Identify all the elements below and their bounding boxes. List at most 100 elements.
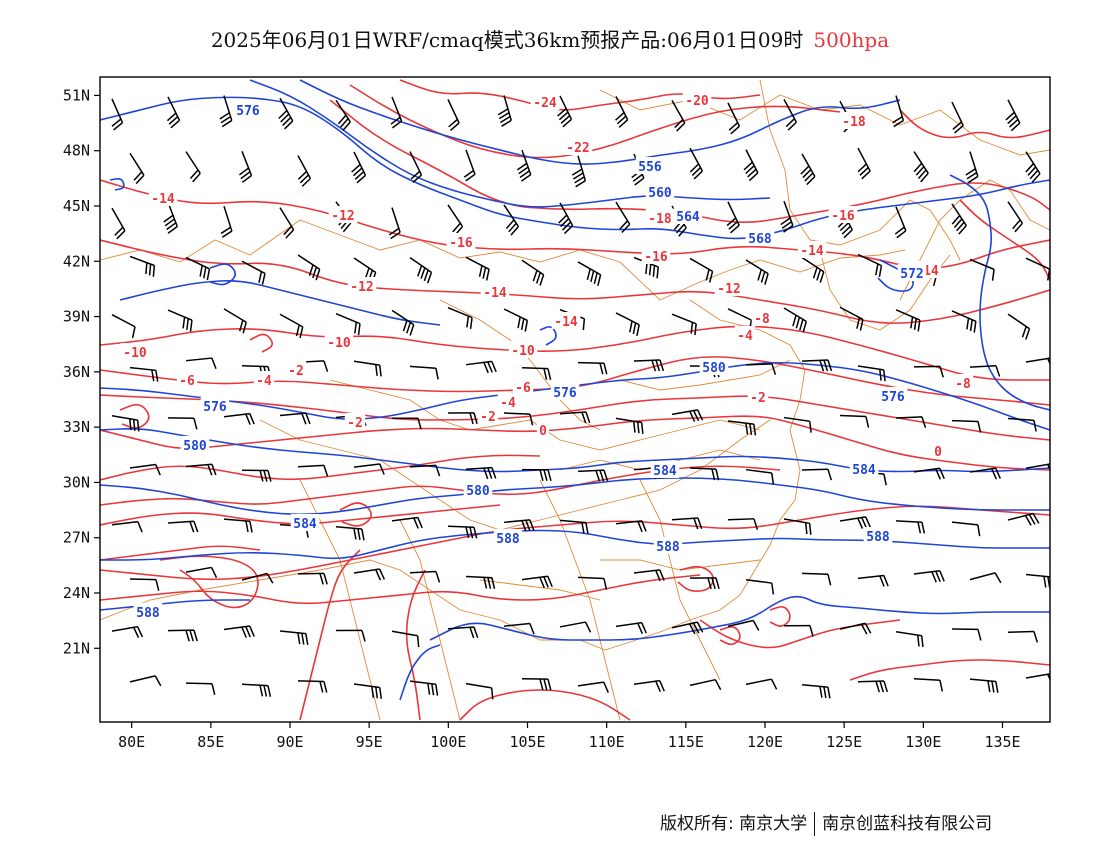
- lon-tick-label: 105E: [509, 733, 545, 751]
- wind-barb: [241, 572, 274, 584]
- lon-tick-label: 130E: [905, 733, 941, 751]
- boundary-line: [100, 219, 906, 301]
- wind-barb: [857, 253, 883, 277]
- wind-barb: [800, 153, 816, 186]
- temperature-label: -6: [515, 381, 531, 396]
- temperature-label-bg: [682, 91, 712, 108]
- temperature-label: 0: [539, 424, 547, 439]
- temperature-label-bg: [931, 442, 945, 459]
- geopotential-label: 580: [702, 361, 726, 376]
- wind-barb: [857, 680, 889, 693]
- temperature-label-bg: [747, 388, 769, 405]
- wind-barb: [857, 574, 889, 587]
- wind-barb: [913, 365, 944, 378]
- wind-barb: [111, 98, 124, 131]
- wind-barb: [745, 363, 777, 375]
- geopotential-label-bg: [745, 229, 775, 246]
- wind-barb: [745, 579, 775, 595]
- geopotential-label-bg: [653, 537, 683, 554]
- pressure-level: 500hpa: [813, 28, 890, 52]
- lat-tick-label: 24N: [63, 584, 90, 602]
- isotherm: [100, 325, 1050, 381]
- wind-barb: [633, 679, 665, 692]
- wind-barb: [615, 312, 640, 336]
- wind-barb: [297, 572, 328, 585]
- wind-barb: [111, 625, 144, 638]
- lat-tick-label: 36N: [63, 363, 90, 381]
- geopotential-contour: [209, 263, 236, 286]
- wind-barb: [839, 306, 864, 331]
- wind-barb: [521, 575, 553, 589]
- wind-barb: [1025, 151, 1041, 183]
- wind-barb: [689, 577, 720, 590]
- wind-barb: [447, 412, 478, 425]
- wind-barb: [241, 469, 272, 482]
- wind-barb: [353, 360, 382, 377]
- isotherm: [769, 606, 791, 627]
- wind-barb: [557, 95, 573, 128]
- geopotential-label-bg: [650, 461, 680, 478]
- wind-barb: [129, 675, 162, 687]
- wind-barb: [409, 257, 433, 284]
- lon-tick-label: 90E: [276, 733, 303, 751]
- geopotential-label: 588: [866, 530, 890, 545]
- geopotential-label-bg: [233, 101, 263, 118]
- wind-barb: [671, 409, 704, 422]
- temperature-label: -10: [327, 336, 351, 351]
- lon-tick-label: 135E: [984, 733, 1020, 751]
- wind-barb: [185, 566, 218, 579]
- isotherm: [249, 333, 273, 353]
- wind-barb: [913, 569, 945, 583]
- lon-tick-label: 120E: [747, 733, 783, 751]
- temperature-label: -14: [554, 315, 578, 330]
- wind-barb: [801, 468, 833, 481]
- isotherm: [677, 565, 714, 592]
- temperature-label-bg: [253, 371, 275, 388]
- isotherm: [100, 454, 541, 481]
- isotherm: [119, 403, 150, 429]
- wind-barb: [521, 678, 552, 691]
- wind-barb: [615, 621, 647, 634]
- geopotential-contour: [109, 178, 125, 191]
- wind-barb: [521, 366, 552, 380]
- wind-barb: [857, 365, 886, 382]
- wind-barb: [238, 151, 253, 183]
- geopotential-label-bg: [550, 383, 580, 400]
- temperature-label-bg: [176, 371, 198, 388]
- temperature-label: -18: [648, 212, 672, 227]
- geopotential-label-bg: [290, 514, 320, 531]
- wind-barb: [463, 149, 476, 182]
- wind-barb: [185, 463, 217, 476]
- temperature-label: -8: [754, 312, 770, 327]
- isotherm: [405, 569, 426, 721]
- temperature-label: -16: [831, 209, 855, 224]
- wind-barb: [839, 414, 870, 428]
- wind-barb: [801, 256, 825, 283]
- geopotential-label-bg: [849, 460, 879, 477]
- wind-barb: [497, 95, 512, 127]
- wind-barb: [185, 256, 211, 281]
- wind-barb: [465, 682, 494, 700]
- geopotential-label-bg: [463, 481, 493, 498]
- wind-barb: [633, 359, 665, 372]
- lon-tick-label: 115E: [668, 733, 704, 751]
- temperature-label-bg: [120, 343, 150, 360]
- temperature-label: -18: [842, 115, 866, 130]
- wind-barb: [801, 359, 833, 372]
- wind-barb: [279, 412, 311, 425]
- wind-barb: [279, 313, 304, 339]
- contour-labels: -24-22-20-18-18 -16-16-16-14-14-14-14-14-…: [120, 91, 974, 621]
- lat-tick-label: 42N: [63, 252, 90, 270]
- boundary-line: [639, 479, 721, 681]
- wind-barb: [465, 256, 490, 281]
- copyright-left: 版权所有: 南京大学: [660, 814, 808, 834]
- wind-barb: [1007, 512, 1040, 526]
- temperature-label: -10: [511, 344, 535, 359]
- wind-barb: [783, 624, 814, 637]
- wind-barb: [727, 102, 741, 135]
- wind-barb: [783, 518, 812, 535]
- geopotential-contour: [119, 280, 441, 326]
- copyright-footer: 版权所有: 南京大学 南京创蓝科技有限公司: [660, 809, 992, 836]
- temperature-label: -14: [151, 192, 175, 207]
- lon-tick-label: 85E: [197, 733, 224, 751]
